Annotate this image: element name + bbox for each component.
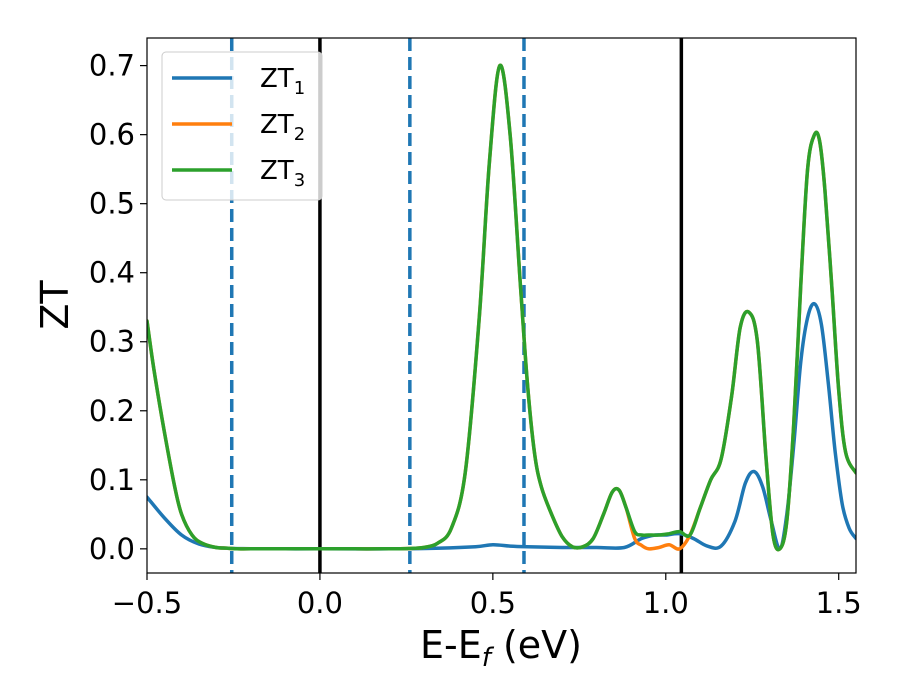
y-tick-label: 0.3 xyxy=(89,325,135,359)
x-axis-ticks: −0.5 0.0 0.5 1.0 1.5 xyxy=(112,573,862,620)
x-tick-label: 0.0 xyxy=(297,586,343,620)
x-tick-label: 1.0 xyxy=(643,586,689,620)
y-axis-title: ZT xyxy=(33,280,77,330)
series-line-zt3 xyxy=(147,63,856,552)
y-tick-label: 0.5 xyxy=(89,187,135,221)
legend-label-zt1: ZT1 xyxy=(260,64,305,99)
y-tick-label: 0.7 xyxy=(89,49,135,83)
legend: ZT1 ZT2 ZT3 xyxy=(161,51,323,201)
x-axis-title: E-Ef (eV) xyxy=(420,623,582,673)
y-tick-label: 0.1 xyxy=(89,463,135,497)
x-tick-label: 1.5 xyxy=(816,586,862,620)
y-axis-ticks: 0.0 0.1 0.2 0.3 0.4 0.5 0.6 0.7 xyxy=(89,49,147,566)
x-tick-label: −0.5 xyxy=(112,586,182,620)
legend-label-zt2: ZT2 xyxy=(260,110,305,145)
plot-frame xyxy=(146,37,857,574)
legend-box xyxy=(161,51,323,201)
y-tick-label: 0.2 xyxy=(89,394,135,428)
data-series xyxy=(147,63,856,552)
x-tick-label: 0.5 xyxy=(470,586,516,620)
y-tick-label: 0.6 xyxy=(89,118,135,152)
y-tick-label: 0.4 xyxy=(89,256,135,290)
legend-label-zt3: ZT3 xyxy=(260,156,305,191)
y-tick-label: 0.0 xyxy=(89,532,135,566)
